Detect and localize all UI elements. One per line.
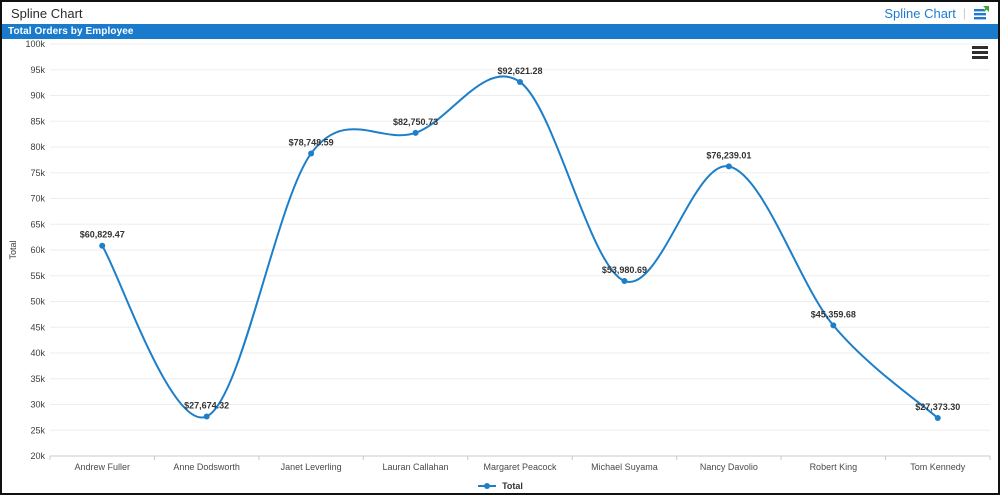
- svg-text:$82,750.73: $82,750.73: [393, 117, 438, 127]
- svg-text:$76,239.01: $76,239.01: [706, 150, 751, 160]
- svg-text:95k: 95k: [30, 65, 45, 75]
- topbar-actions: Spline Chart |: [884, 5, 989, 21]
- svg-text:Margaret Peacock: Margaret Peacock: [483, 462, 557, 472]
- svg-text:85k: 85k: [30, 116, 45, 126]
- legend-marker-icon: [478, 483, 497, 489]
- svg-text:Andrew Fuller: Andrew Fuller: [74, 462, 130, 472]
- svg-text:Anne Dodsworth: Anne Dodsworth: [173, 462, 240, 472]
- svg-text:45k: 45k: [30, 322, 45, 332]
- panel-title: Total Orders by Employee: [8, 26, 134, 37]
- svg-text:$27,373.30: $27,373.30: [915, 402, 960, 412]
- svg-text:55k: 55k: [30, 271, 45, 281]
- svg-text:Robert King: Robert King: [810, 462, 858, 472]
- topbar: Spline Chart Spline Chart |: [2, 2, 998, 24]
- export-menu-icon[interactable]: [972, 46, 988, 59]
- svg-text:$27,674.32: $27,674.32: [184, 400, 229, 410]
- legend: Total: [2, 479, 998, 493]
- legend-dot: [484, 483, 491, 489]
- svg-text:$92,621.28: $92,621.28: [497, 66, 542, 76]
- svg-text:$45,359.68: $45,359.68: [811, 309, 856, 319]
- svg-text:$60,829.47: $60,829.47: [80, 230, 125, 240]
- topbar-divider: |: [962, 6, 966, 20]
- svg-text:Lauran Callahan: Lauran Callahan: [383, 462, 449, 472]
- chart-area: 20k 25k 30k 35k 40k 45k 50k 55k 60k 65k 70k 75k 80k 8…: [2, 39, 998, 493]
- svg-text:90k: 90k: [30, 91, 45, 101]
- svg-text:Michael Suyama: Michael Suyama: [591, 462, 658, 472]
- svg-text:50k: 50k: [30, 297, 45, 307]
- legend-item[interactable]: Total: [477, 481, 523, 491]
- svg-text:60k: 60k: [30, 245, 45, 255]
- svg-text:Nancy Davolio: Nancy Davolio: [700, 462, 758, 472]
- svg-text:30k: 30k: [30, 400, 45, 410]
- svg-text:Janet Leverling: Janet Leverling: [281, 462, 342, 472]
- svg-text:80k: 80k: [30, 142, 45, 152]
- svg-text:65k: 65k: [30, 219, 45, 229]
- view-source-icon[interactable]: [973, 5, 989, 21]
- chart-svg: 20k 25k 30k 35k 40k 45k 50k 55k 60k 65k 70k 75k 80k 8…: [8, 39, 991, 472]
- panel-header: Total Orders by Employee: [2, 24, 998, 39]
- header-link[interactable]: Spline Chart: [884, 5, 956, 21]
- svg-text:$78,748.59: $78,748.59: [289, 137, 334, 147]
- svg-text:25k: 25k: [30, 425, 45, 435]
- svg-text:70k: 70k: [30, 194, 45, 204]
- svg-text:$53,980.69: $53,980.69: [602, 265, 647, 275]
- legend-label: Total: [502, 481, 523, 491]
- svg-text:Total: Total: [8, 240, 18, 259]
- svg-text:100k: 100k: [25, 39, 45, 49]
- svg-text:Tom Kennedy: Tom Kennedy: [910, 462, 966, 472]
- svg-text:35k: 35k: [30, 374, 45, 384]
- svg-text:40k: 40k: [30, 348, 45, 358]
- svg-text:75k: 75k: [30, 168, 45, 178]
- svg-text:20k: 20k: [30, 451, 45, 461]
- page-title: Spline Chart: [11, 5, 83, 21]
